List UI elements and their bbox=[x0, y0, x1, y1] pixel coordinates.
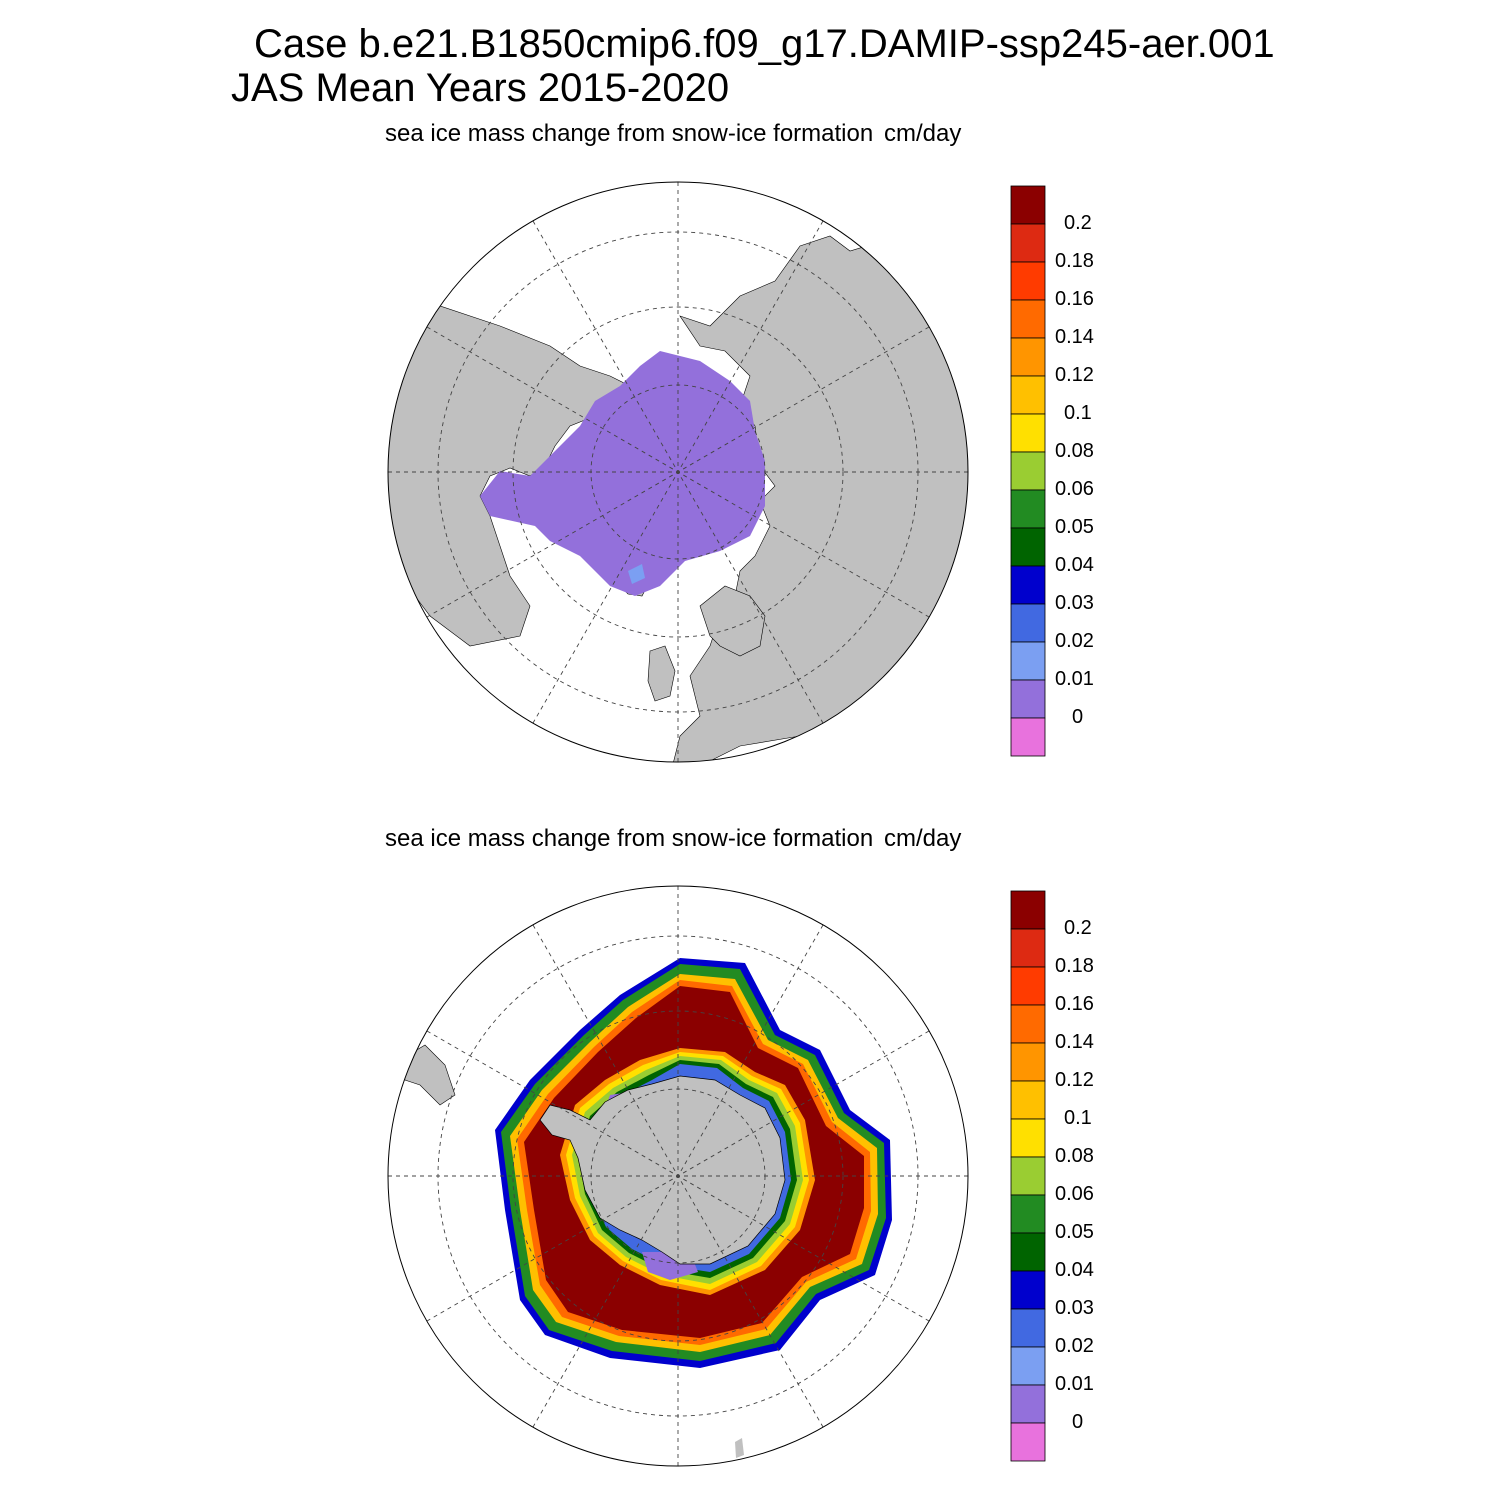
colorbar-south-swatch bbox=[1010, 1080, 1046, 1120]
north-polar-map bbox=[387, 181, 969, 763]
panel-2-units-label: cm/day bbox=[884, 825, 962, 852]
colorbar-south-swatch bbox=[1010, 890, 1046, 930]
colorbar-north-swatch bbox=[1010, 641, 1046, 681]
colorbar-south-swatch bbox=[1010, 1118, 1046, 1158]
sub-antarctic-island bbox=[735, 1438, 744, 1458]
panel-1-variable-label: sea ice mass change from snow-ice format… bbox=[385, 120, 874, 147]
colorbar-north-swatch bbox=[1010, 261, 1046, 301]
colorbar-north-tick-label: 0.18 bbox=[1055, 250, 1094, 272]
colorbar-south-swatch bbox=[1010, 1384, 1046, 1424]
colorbar-south-tick-label: 0 bbox=[1072, 1411, 1084, 1433]
colorbar-north-tick-label: 0.14 bbox=[1055, 326, 1094, 348]
colorbar-south-tick-label: 0.05 bbox=[1055, 1221, 1094, 1243]
north-map-border bbox=[387, 181, 969, 763]
colorbar-north-tick-label: 0.1 bbox=[1064, 402, 1092, 424]
colorbar-north-swatch bbox=[1010, 717, 1046, 757]
colorbar-north: 0.2 0.18 0.16 0.14 0.12 0.1 0.08 0.06 0.05 0.04 0.… bbox=[1010, 185, 1120, 763]
panel-2-variable-label: sea ice mass change from snow-ice format… bbox=[385, 825, 874, 852]
figure-title-period: JAS Mean Years 2015-2020 bbox=[231, 66, 730, 110]
colorbar-south-swatch bbox=[1010, 1042, 1046, 1082]
colorbar-south-tick-label: 0.06 bbox=[1055, 1183, 1094, 1205]
colorbar-north-tick-label: 0.2 bbox=[1064, 212, 1092, 234]
colorbar-south-tick-label: 0.14 bbox=[1055, 1031, 1094, 1053]
colorbar-north-swatches bbox=[1010, 185, 1046, 757]
colorbar-north-swatch bbox=[1010, 413, 1046, 453]
colorbar-south-tick-label: 0.01 bbox=[1055, 1373, 1094, 1395]
colorbar-south-swatch bbox=[1010, 1308, 1046, 1348]
colorbar-south-tick-label: 0.08 bbox=[1055, 1145, 1094, 1167]
colorbar-south: 0.2 0.18 0.16 0.14 0.12 0.1 0.08 0.06 0.05 0.04 0.… bbox=[1010, 890, 1120, 1468]
south-polar-map bbox=[387, 885, 969, 1467]
colorbar-south-swatch bbox=[1010, 1270, 1046, 1310]
colorbar-south-tick-label: 0.02 bbox=[1055, 1335, 1094, 1357]
colorbar-south-swatch bbox=[1010, 1422, 1046, 1462]
colorbar-north-tick-label: 0.03 bbox=[1055, 592, 1094, 614]
colorbar-south-tick-label: 0.04 bbox=[1055, 1259, 1094, 1281]
colorbar-north-swatch bbox=[1010, 185, 1046, 225]
colorbar-north-swatch bbox=[1010, 603, 1046, 643]
colorbar-south-swatches bbox=[1010, 890, 1046, 1462]
colorbar-north-tick-label: 0.05 bbox=[1055, 516, 1094, 538]
colorbar-north-tick-label: 0.08 bbox=[1055, 440, 1094, 462]
panel-1-units-label: cm/day bbox=[884, 120, 962, 147]
colorbar-north-tick-label: 0.04 bbox=[1055, 554, 1094, 576]
colorbar-north-tick-label: 0 bbox=[1072, 706, 1084, 728]
colorbar-south-tick-label: 0.2 bbox=[1064, 917, 1092, 939]
colorbar-south-tick-label: 0.12 bbox=[1055, 1069, 1094, 1091]
north-graticule bbox=[388, 182, 968, 762]
colorbar-north-tick-label: 0.06 bbox=[1055, 478, 1094, 500]
antarctica-land bbox=[539, 1075, 786, 1265]
south-america-land bbox=[399, 1044, 456, 1106]
colorbar-north-swatch bbox=[1010, 489, 1046, 529]
colorbar-south-swatch bbox=[1010, 928, 1046, 968]
arctic-sea-ice-field bbox=[480, 351, 765, 596]
british-isles-land bbox=[647, 645, 676, 702]
colorbar-north-swatch bbox=[1010, 527, 1046, 567]
colorbar-north-tick-label: 0.16 bbox=[1055, 288, 1094, 310]
colorbar-south-tick-label: 0.18 bbox=[1055, 955, 1094, 977]
colorbar-north-swatch bbox=[1010, 451, 1046, 491]
figure-title-case: Case b.e21.B1850cmip6.f09_g17.DAMIP-ssp2… bbox=[254, 22, 1275, 66]
colorbar-north-swatch bbox=[1010, 565, 1046, 605]
colorbar-south-swatch bbox=[1010, 966, 1046, 1006]
colorbar-north-tick-label: 0.01 bbox=[1055, 668, 1094, 690]
colorbar-south-swatch bbox=[1010, 1232, 1046, 1272]
south-graticule bbox=[388, 886, 968, 1466]
colorbar-south-swatch bbox=[1010, 1156, 1046, 1196]
colorbar-north-swatch bbox=[1010, 337, 1046, 377]
colorbar-north-tick-label: 0.02 bbox=[1055, 630, 1094, 652]
colorbar-south-tick-label: 0.16 bbox=[1055, 993, 1094, 1015]
colorbar-south-tick-label: 0.1 bbox=[1064, 1107, 1092, 1129]
colorbar-north-swatch bbox=[1010, 299, 1046, 339]
colorbar-south-tick-label: 0.03 bbox=[1055, 1297, 1094, 1319]
scandinavia-land bbox=[699, 585, 766, 657]
south-map-border bbox=[387, 885, 969, 1467]
arctic-low-value-sliver bbox=[628, 564, 645, 584]
colorbar-south-swatch bbox=[1010, 1194, 1046, 1234]
colorbar-north-swatch bbox=[1010, 223, 1046, 263]
colorbar-south-swatch bbox=[1010, 1004, 1046, 1044]
colorbar-north-swatch bbox=[1010, 375, 1046, 415]
colorbar-south-swatch bbox=[1010, 1346, 1046, 1386]
colorbar-north-swatch bbox=[1010, 679, 1046, 719]
colorbar-north-tick-label: 0.12 bbox=[1055, 364, 1094, 386]
